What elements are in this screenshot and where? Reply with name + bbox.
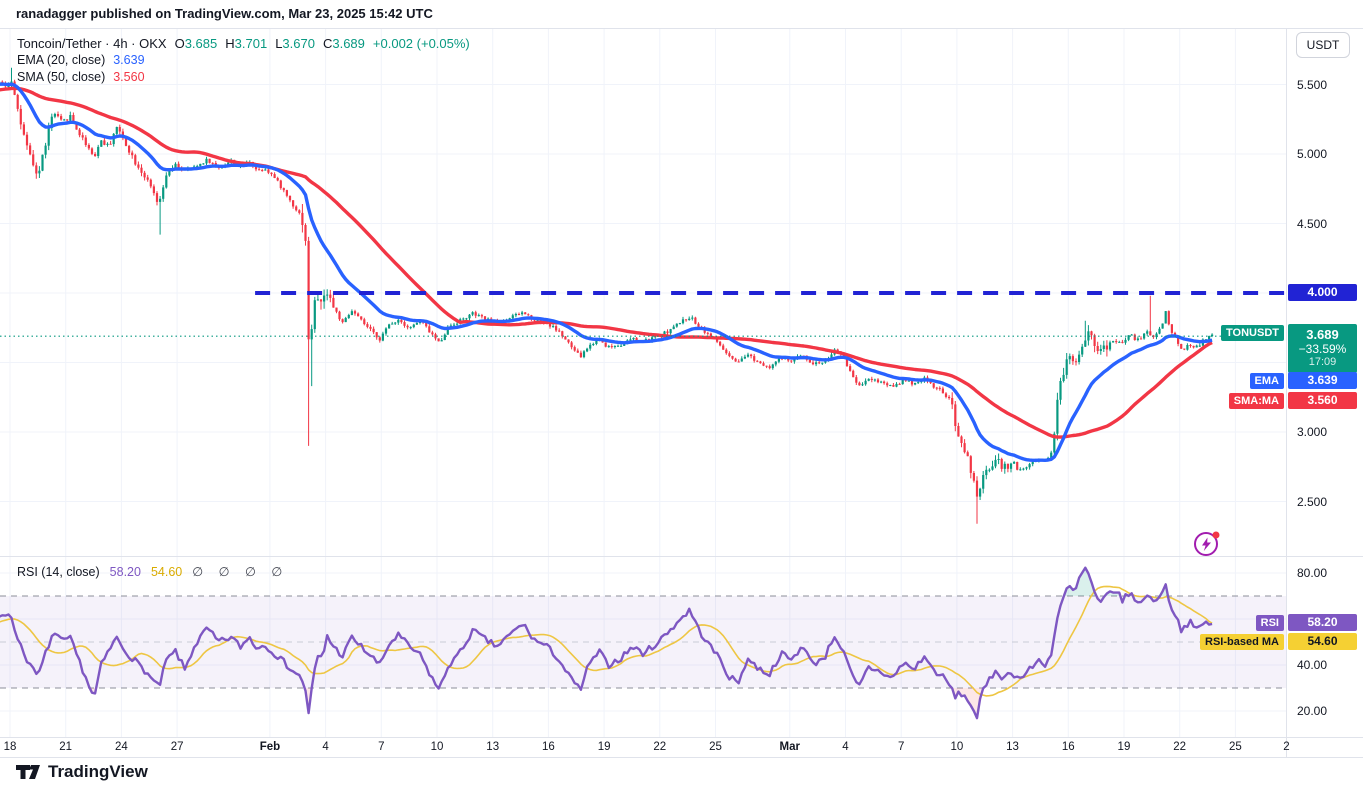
time-axis-label: 24 xyxy=(114,741,128,753)
rsi-name-badge: RSI xyxy=(1255,615,1284,631)
time-axis-label: 22 xyxy=(1173,741,1187,753)
symbol-legend-row[interactable]: Toncoin/Tether · 4h · OKX O3.685 H3.701 L3.… xyxy=(17,36,470,51)
sma-indicator-value: 3.560 xyxy=(113,70,145,84)
lightning-bolt-icon xyxy=(1202,537,1211,551)
rsi-ma-value: 54.60 xyxy=(150,565,183,579)
price-tick-label: 4.500 xyxy=(1297,216,1328,231)
ema-price-badge: 3.639 xyxy=(1288,372,1357,389)
symbol-name-badge: TONUSDT xyxy=(1221,325,1284,341)
rsi-tick-label: 20.00 xyxy=(1297,704,1328,718)
change-value: +0.002 (+0.05%) xyxy=(372,36,470,51)
rsi-legend-row[interactable]: RSI (14, close) 58.20 54.60 ∅ ∅ ∅ ∅ xyxy=(17,564,288,579)
time-axis-label: 4 xyxy=(322,741,329,753)
price-tick-label: 5.500 xyxy=(1297,77,1328,92)
sma-name-badge: SMA:MA xyxy=(1228,393,1284,409)
ema-indicator-label[interactable]: EMA (20, close) xyxy=(17,53,106,67)
rsi-ma-line xyxy=(0,585,1213,697)
rsi-pane xyxy=(0,566,1286,720)
sma-50-line xyxy=(0,86,1213,439)
rsi-empty-inputs: ∅ ∅ ∅ ∅ xyxy=(192,565,289,579)
notification-dot xyxy=(1212,531,1220,539)
open-value: 3.685 xyxy=(184,36,218,51)
tradingview-logo-icon xyxy=(16,765,40,779)
time-axis-label: 19 xyxy=(597,741,611,753)
rsi-indicator-label[interactable]: RSI (14, close) xyxy=(17,565,100,579)
time-axis-label: 10 xyxy=(950,741,964,753)
ema-legend-row[interactable]: EMA (20, close) 3.639 xyxy=(17,53,145,67)
high-label: H xyxy=(225,36,235,51)
close-value: 3.689 xyxy=(332,36,365,51)
price-tick-label: 3.000 xyxy=(1297,425,1328,439)
grid-layer xyxy=(0,29,1286,737)
time-axis-label: 7 xyxy=(897,741,905,753)
time-axis-label: 10 xyxy=(430,741,444,753)
time-axis-label: 4 xyxy=(842,741,849,753)
low-label: L xyxy=(275,36,283,51)
pane-separators xyxy=(0,28,1363,758)
sma-indicator-label[interactable]: SMA (50, close) xyxy=(17,70,106,84)
price-tick-label: 2.500 xyxy=(1297,494,1328,509)
last-price-change-pct: −33.59% xyxy=(1298,342,1347,356)
open-label: O xyxy=(174,36,185,51)
time-axis-label: 16 xyxy=(1061,741,1075,753)
ema-20-line xyxy=(0,82,1213,462)
time-axis-label: 22 xyxy=(653,741,667,753)
rsi-ma-name-badge: RSI-based MA xyxy=(1200,634,1284,650)
time-axis-label: 25 xyxy=(709,741,722,753)
time-axis-label: Mar xyxy=(779,741,800,753)
ema-indicator-value: 3.639 xyxy=(113,53,145,67)
close-label: C xyxy=(322,36,333,51)
time-axis-label: 16 xyxy=(542,741,555,753)
rsi-indicator-value: 58.20 xyxy=(109,565,141,579)
rsi-tick-label: 80.00 xyxy=(1297,566,1328,580)
time-axis-label: 13 xyxy=(1006,741,1019,753)
bar-countdown: 17:09 xyxy=(1308,356,1337,368)
sma-price-badge: 3.560 xyxy=(1288,392,1357,409)
rsi-ma-axis-badge: 54.60 xyxy=(1288,633,1357,650)
low-value: 3.670 xyxy=(282,36,315,51)
rsi-line xyxy=(0,566,1213,720)
high-value: 3.701 xyxy=(234,36,268,51)
rsi-tick-label: 40.00 xyxy=(1297,658,1328,672)
time-axis-label: 21 xyxy=(59,741,73,753)
candlestick-layer xyxy=(0,67,1214,524)
horizontal-level-price-badge: 4.000 xyxy=(1288,284,1357,301)
price-tick-label: 5.000 xyxy=(1297,147,1328,161)
time-axis-label: 25 xyxy=(1228,741,1242,753)
footer-brand-text: TradingView xyxy=(48,762,148,781)
time-axis-label: 2 xyxy=(1283,741,1290,753)
sma-legend-row[interactable]: SMA (50, close) 3.560 xyxy=(17,70,145,84)
rsi-axis-badge: 58.20 xyxy=(1288,614,1357,631)
currency-unit-button[interactable]: USDT xyxy=(1296,32,1350,58)
time-axis-label: 13 xyxy=(486,741,500,753)
time-axis-label: 19 xyxy=(1117,741,1131,753)
last-price-value: 3.689 xyxy=(1306,327,1339,342)
boost-icon[interactable] xyxy=(1192,528,1222,558)
symbol-title[interactable]: Toncoin/Tether · 4h · OKX xyxy=(17,36,167,51)
ema-name-badge: EMA xyxy=(1249,373,1284,389)
time-axis-label: 7 xyxy=(378,741,385,753)
time-axis-label: Feb xyxy=(259,741,281,753)
last-price-badge: 3.689 −33.59% 17:09 xyxy=(1288,324,1357,373)
time-axis-label: 18 xyxy=(3,741,17,753)
time-axis-label: 27 xyxy=(170,741,184,753)
publish-info-text: ranadagger published on TradingView.com,… xyxy=(16,6,433,21)
footer-brand-bar[interactable]: TradingView xyxy=(16,762,148,782)
